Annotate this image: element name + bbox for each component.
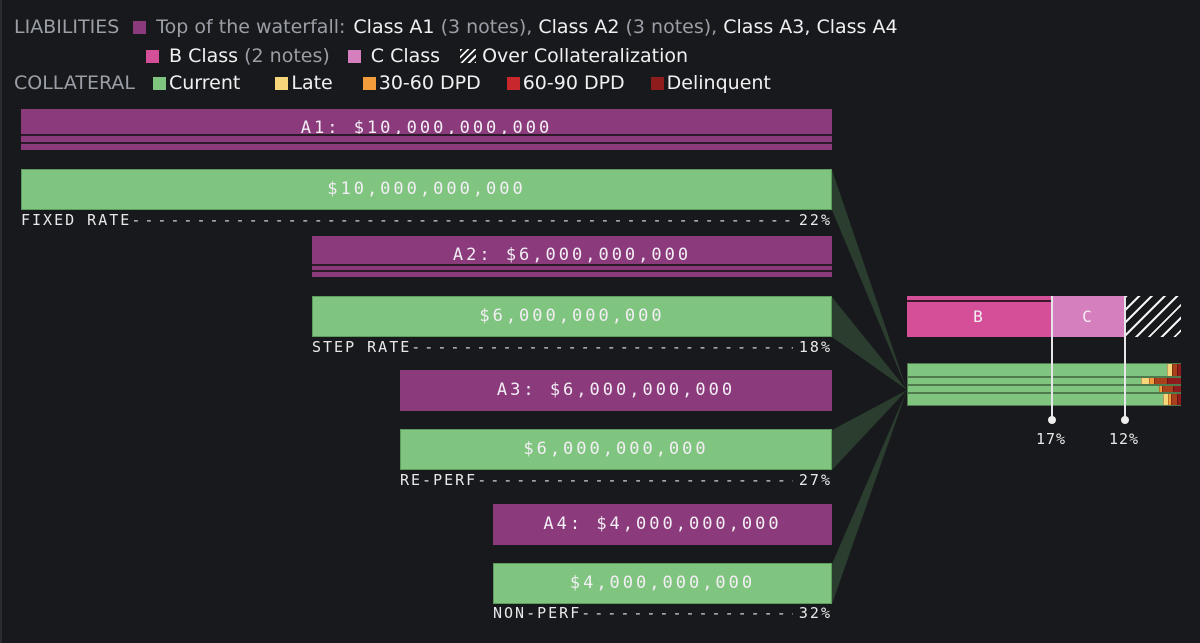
pool-name-non-perf: NON-PERF [493, 604, 582, 622]
pool-name-fixed-rate: FIXED RATE [21, 211, 132, 229]
legend-class-a1-notes: (3 notes), [440, 16, 533, 38]
marker-line-c [1124, 296, 1126, 420]
legend-b-class-notes: (2 notes) [244, 45, 330, 67]
marker-dot-b [1048, 416, 1056, 424]
pool-pct-non-perf: 32% [798, 604, 832, 622]
delinquent-swatch-icon [650, 76, 664, 90]
liability-bar-a2[interactable]: A2: $6,000,000,000 [312, 236, 832, 277]
marker-label-b: 17% [1036, 430, 1067, 448]
legend-collateral-label: COLLATERAL [14, 72, 135, 94]
hatch-icon [460, 49, 477, 63]
b-class-swatch-icon [146, 49, 159, 63]
b-class-bar[interactable]: B [907, 296, 1052, 337]
c-class-label: C [1082, 307, 1095, 326]
pool-pct-re-perf: 27% [798, 471, 832, 489]
liability-bar-a1[interactable]: A1: $10,000,000,000 [21, 109, 832, 150]
collateral-bar-step-rate[interactable]: $6,000,000,000 [312, 296, 832, 337]
liability-label-a1: A1: $10,000,000,000 [300, 118, 553, 138]
b-class-label: B [973, 307, 986, 326]
c-class-swatch-icon [347, 49, 361, 63]
over-collateralization-bar[interactable] [1125, 296, 1181, 337]
legend-class-a1: Class A1 [353, 16, 435, 38]
legend-current: Current [168, 72, 241, 94]
liability-bar-a4[interactable]: A4: $4,000,000,000 [493, 504, 832, 545]
collateral-bar-fixed-rate[interactable]: $10,000,000,000 [21, 169, 832, 210]
marker-dot-c [1121, 416, 1129, 424]
liability-label-a2: A2: $6,000,000,000 [452, 245, 692, 265]
legend-class-a2-notes: (3 notes), [625, 16, 718, 38]
legend-b-class: B Class [169, 45, 239, 67]
dpd-30-60-swatch-icon [362, 76, 376, 90]
collateral-stack-step-rate[interactable] [907, 377, 1181, 385]
collateral-label-fixed-rate: $10,000,000,000 [327, 179, 526, 199]
collateral-label-re-perf: $6,000,000,000 [523, 439, 709, 459]
pool-pct-fixed-rate: 22% [798, 211, 832, 229]
legend-over-collateralization: Over Collateralization [482, 45, 689, 67]
legend-collateral-row: COLLATERAL Current Late 30-60 DPD 60-90 … [14, 72, 771, 94]
liability-label-a4: A4: $4,000,000,000 [543, 514, 782, 534]
pool-pct-step-rate: 18% [798, 338, 832, 356]
pool-caption-non-perf: NON-PERF -------------------------------… [493, 604, 832, 622]
liability-label-a3: A3: $6,000,000,000 [496, 380, 736, 400]
current-swatch-icon [152, 76, 166, 90]
marker-line-b [1051, 296, 1053, 420]
collateral-bar-re-perf[interactable]: $6,000,000,000 [400, 429, 832, 470]
collateral-stack-non-perf[interactable] [907, 393, 1181, 406]
pool-caption-step-rate: STEP RATE ------------------------------… [312, 338, 832, 356]
legend-class-a2: Class A2 [538, 16, 620, 38]
legend-30-60-dpd: 30-60 DPD [378, 72, 481, 94]
collateral-stack-fixed-rate[interactable] [907, 363, 1181, 377]
pool-caption-fixed-rate: FIXED RATE -----------------------------… [21, 211, 832, 229]
top-waterfall-swatch-icon [133, 20, 147, 34]
liability-bar-a3[interactable]: A3: $6,000,000,000 [400, 370, 832, 411]
dpd-60-90-swatch-icon [506, 76, 520, 90]
collateral-stack-re-perf[interactable] [907, 385, 1181, 393]
legend-liabilities-row: LIABILITIES Top of the waterfall: Class … [14, 16, 898, 38]
legend-class-a3-a4: Class A3, Class A4 [723, 16, 898, 38]
legend-delinquent: Delinquent [666, 72, 771, 94]
pool-name-step-rate: STEP RATE [312, 338, 412, 356]
legend-c-class: C Class [370, 45, 441, 67]
collateral-bar-non-perf[interactable]: $4,000,000,000 [493, 563, 832, 604]
collateral-label-non-perf: $4,000,000,000 [569, 573, 756, 593]
legend-subordinate-row: B Class (2 notes) C Class Over Collatera… [146, 45, 688, 67]
legend-top-waterfall: Top of the waterfall: [156, 16, 346, 38]
legend-late: Late [291, 72, 333, 94]
collateral-label-step-rate: $6,000,000,000 [479, 306, 665, 326]
pool-name-re-perf: RE-PERF [400, 471, 478, 489]
marker-label-c: 12% [1109, 430, 1140, 448]
pool-caption-re-perf: RE-PERF --------------------------------… [400, 471, 832, 489]
c-class-bar[interactable]: C [1052, 296, 1125, 337]
legend-60-90-dpd: 60-90 DPD [522, 72, 625, 94]
late-swatch-icon [275, 76, 289, 90]
legend-liabilities-label: LIABILITIES [14, 16, 120, 38]
